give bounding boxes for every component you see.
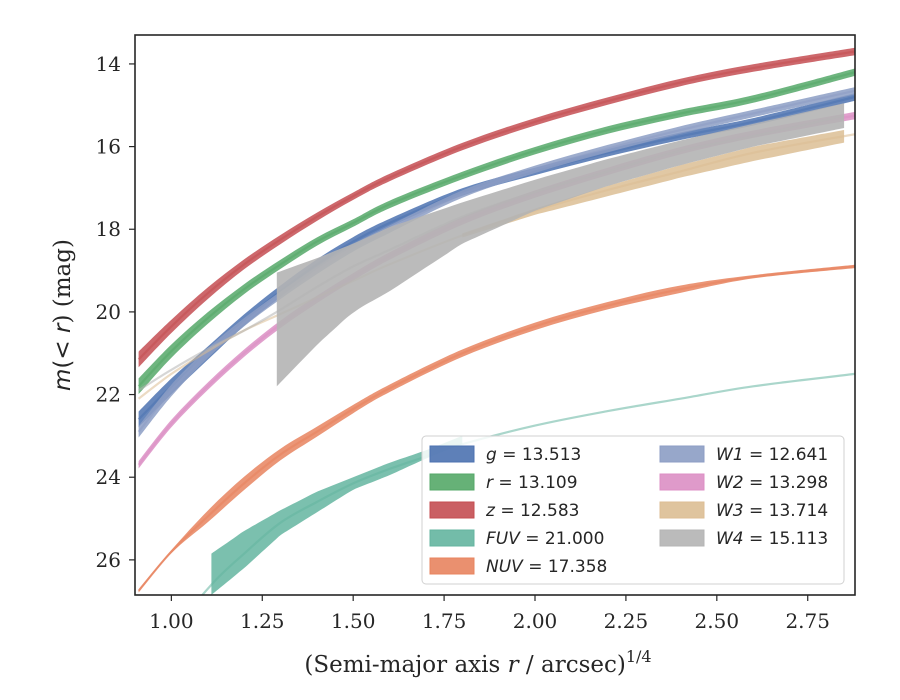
legend-var-g: g [486, 445, 497, 465]
legend-swatch-w3 [659, 501, 705, 519]
legend-var-fuv: FUV [486, 529, 521, 549]
series-z [137, 47, 855, 368]
legend-swatch-w2 [659, 473, 705, 491]
line-nuv [137, 265, 855, 592]
x-axis: 1.00 1.25 1.50 1.75 2.00 2.25 2.50 2.75 [149, 595, 830, 633]
legend-value-w1: = 12.641 [744, 445, 829, 465]
legend-var-w2: W2 [716, 473, 744, 493]
y-axis-label-m: m [50, 369, 76, 391]
series-w4 [138, 103, 845, 392]
legend-item-fuv: FUV = 21.000 [429, 529, 604, 549]
legend-var-r: r [486, 473, 494, 493]
line-w4 [138, 114, 845, 392]
y-tick-label: 26 [96, 548, 121, 572]
line-z [137, 50, 855, 361]
legend-value-fuv: = 21.000 [520, 529, 605, 549]
legend-item-nuv: NUV = 17.358 [429, 557, 607, 577]
legend-value-z: = 12.583 [495, 501, 580, 521]
legend-swatch-nuv [429, 557, 475, 575]
x-tick-label: 1.75 [422, 609, 467, 633]
legend-value-w2: = 13.298 [744, 473, 829, 493]
legend-item-w3: W3 = 13.714 [659, 501, 828, 521]
x-axis-label-exponent: 1/4 [626, 647, 652, 666]
y-tick-label: 14 [96, 52, 121, 76]
x-axis-label-post: / arcsec) [519, 652, 626, 678]
y-axis: 14 16 18 20 22 24 26 [96, 52, 135, 572]
x-tick-label: 1.50 [331, 609, 376, 633]
legend-swatch-w4 [659, 529, 705, 547]
y-axis-label: m(< r) (mag) [50, 239, 76, 391]
y-axis-label-open: ( [50, 360, 76, 369]
legend-value-r: = 13.109 [493, 473, 578, 493]
legend-value-g: = 13.513 [497, 445, 582, 465]
band-w3 [462, 130, 845, 238]
y-tick-label: 22 [96, 383, 121, 407]
legend-item-g: g = 13.513 [429, 445, 581, 465]
legend-label-w1: W1 = 12.641 [716, 445, 828, 465]
legend-var-w3: W3 [716, 501, 744, 521]
legend-var-w1: W1 [716, 445, 744, 465]
legend-item-w1: W1 = 12.641 [659, 445, 828, 465]
legend-var-w4: W4 [716, 529, 744, 549]
y-tick-label: 18 [96, 217, 121, 241]
legend-swatch-w1 [659, 445, 705, 463]
series-r [137, 68, 855, 395]
line-fuv [200, 372, 855, 595]
legend-swatch-fuv [429, 529, 475, 547]
x-axis-label: (Semi-major axis r / arcsec)1/4 [304, 647, 651, 678]
legend-box [421, 435, 845, 585]
series-layer [137, 47, 855, 595]
legend-var-z: z [485, 501, 496, 521]
x-tick-label: 2.75 [785, 609, 830, 633]
legend-swatch-z [429, 501, 475, 519]
y-axis-label-r: r [50, 322, 76, 333]
x-tick-label: 2.25 [604, 609, 649, 633]
legend-label-z: z = 12.583 [485, 501, 579, 521]
legend-item-z: z = 12.583 [429, 501, 579, 521]
x-axis-label-pre: (Semi-major axis [304, 652, 507, 678]
legend-label-w4: W4 = 15.113 [716, 529, 828, 549]
y-tick-label: 16 [96, 135, 121, 159]
legend-item-w4: W4 = 15.113 [659, 529, 828, 549]
legend-label-w2: W2 = 13.298 [716, 473, 828, 493]
x-tick-label: 1.25 [240, 609, 285, 633]
y-tick-label: 20 [96, 300, 121, 324]
legend-item-w2: W2 = 13.298 [659, 473, 828, 493]
legend-label-r: r = 13.109 [486, 473, 578, 493]
y-axis-label-close: ) (mag) [50, 239, 76, 323]
legend-item-r: r = 13.109 [429, 473, 578, 493]
legend-swatch-r [429, 473, 475, 491]
x-tick-label: 2.00 [513, 609, 558, 633]
x-tick-label: 2.50 [695, 609, 740, 633]
legend-label-g: g = 13.513 [486, 445, 581, 465]
legend-value-w3: = 13.714 [744, 501, 829, 521]
legend-var-nuv: NUV [486, 557, 524, 577]
legend-value-w4: = 15.113 [744, 529, 829, 549]
x-axis-label-var: r [508, 652, 521, 678]
legend-value-nuv: = 17.358 [523, 557, 608, 577]
legend-label-w3: W3 = 13.714 [716, 501, 828, 521]
legend-label-nuv: NUV = 17.358 [486, 557, 607, 577]
legend-swatch-g [429, 445, 475, 463]
legend-label-fuv: FUV = 21.000 [486, 529, 604, 549]
band-w4 [276, 103, 845, 387]
y-tick-label: 24 [96, 465, 121, 489]
y-axis-label-lt: < [50, 333, 76, 360]
plot-frame [134, 34, 856, 596]
line-r [137, 71, 855, 388]
series-nuv [137, 264, 855, 593]
x-tick-label: 1.00 [149, 609, 194, 633]
